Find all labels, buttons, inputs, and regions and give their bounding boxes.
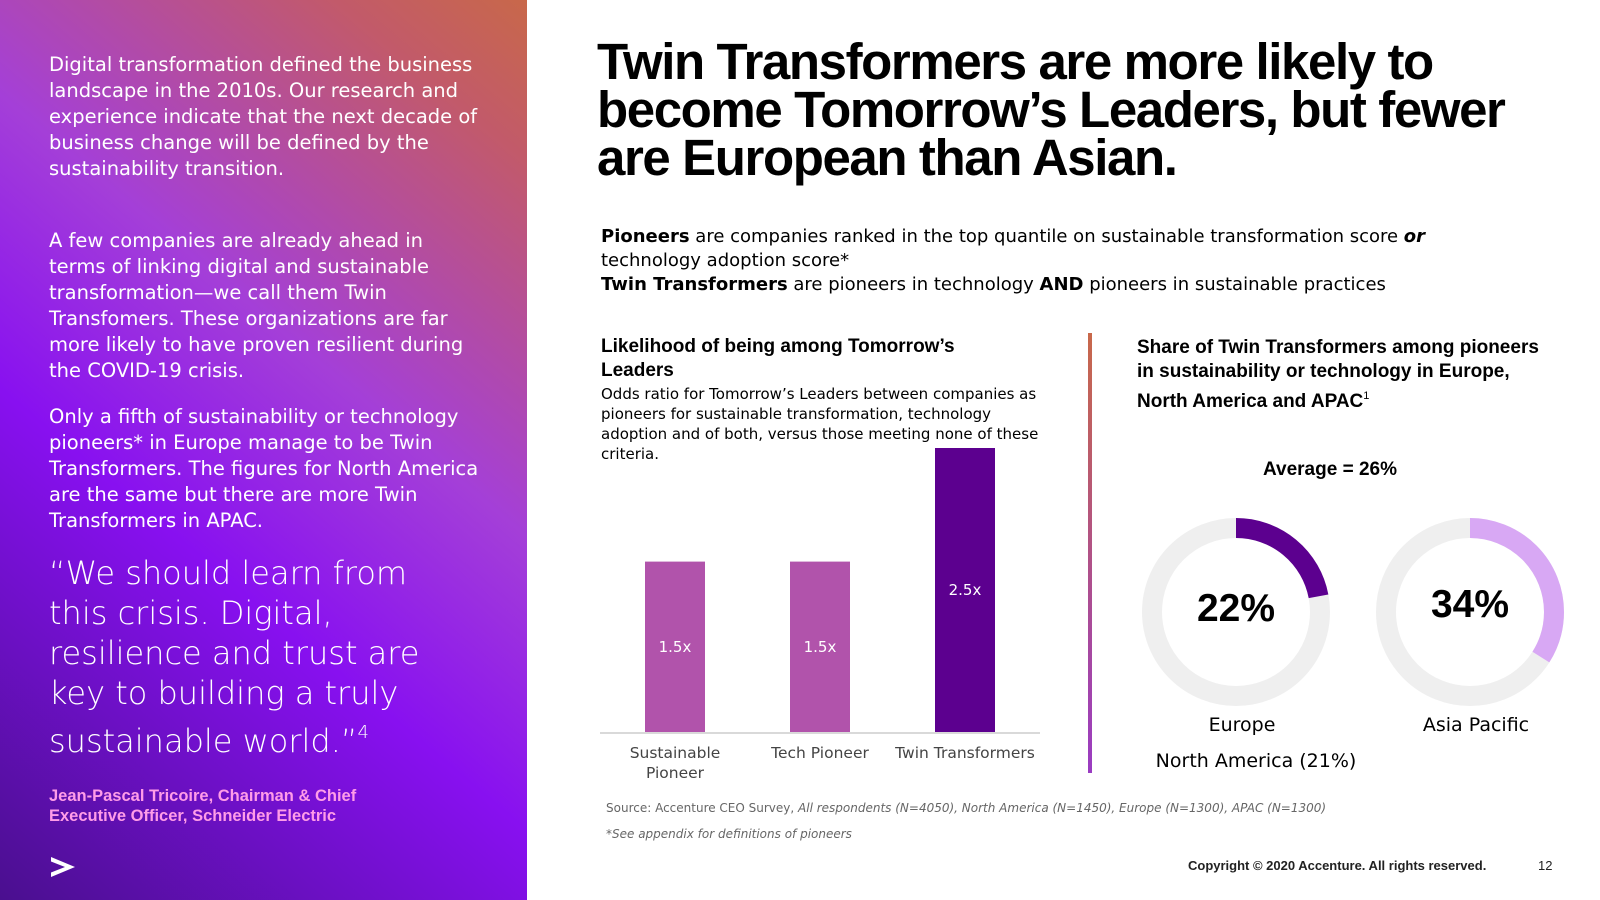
copyright: Copyright © 2020 Accenture. All rights r… <box>1188 858 1487 873</box>
intro-paragraph-1: Digital transformation defined the busin… <box>49 53 478 180</box>
bar-chart: 1.5x 1.5x 2.5x <box>600 448 1040 734</box>
donut-title-reference: 1 <box>1363 390 1370 402</box>
section-divider <box>1088 333 1092 773</box>
donut-segment-europe <box>1142 518 1330 706</box>
left-panel: Digital transformation defined the busin… <box>0 0 527 900</box>
accenture-chevron-icon <box>51 857 75 877</box>
pioneers-text-b: technology adoption score* <box>601 250 850 271</box>
average-label: Average = 26% <box>1263 459 1397 480</box>
definitions: Pioneers are companies ranked in the top… <box>601 225 1501 297</box>
pioneers-or: or <box>1403 226 1426 247</box>
quote-reference: 4 <box>357 722 369 743</box>
twin-and: AND <box>1039 274 1084 295</box>
bar-data-label-2: 2.5x <box>949 581 982 599</box>
bar-1 <box>790 561 850 732</box>
pull-quote: “We should learn from this crisis. Digit… <box>49 553 429 761</box>
page-number: 12 <box>1538 858 1553 873</box>
pull-quote-text: “We should learn from this crisis. Digit… <box>49 554 420 760</box>
twin-text-a: are pioneers in technology <box>787 274 1040 295</box>
twin-term: Twin Transformers <box>601 274 788 295</box>
bar-data-label-1: 1.5x <box>804 638 837 656</box>
bar-data-label-0: 1.5x <box>659 638 692 656</box>
donut-europe <box>1142 518 1330 706</box>
twin-text-b: pioneers in sustainable practices <box>1083 274 1386 295</box>
quote-author: Jean-Pascal Tricoire, Chairman & Chief E… <box>49 787 357 825</box>
donut-asia-pacific <box>1376 518 1564 706</box>
intro-paragraph-2: A few companies are already ahead in ter… <box>49 229 464 382</box>
donut-chart-title-text: Share of Twin Transformers among pioneer… <box>1137 337 1539 412</box>
source-prefix: Source: Accenture CEO Survey, <box>606 801 799 815</box>
source-note: Source: Accenture CEO Survey, All respon… <box>606 801 1566 815</box>
region-label-europe: Europe <box>1208 714 1276 736</box>
bar-x-label-1: Tech Pioneer <box>771 744 869 762</box>
twin-definition: Twin Transformers are pioneers in techno… <box>601 273 1501 297</box>
donut-chart-title: Share of Twin Transformers among pioneer… <box>1137 336 1557 414</box>
bar-2 <box>935 448 995 732</box>
pioneers-term: Pioneers <box>601 226 690 247</box>
page-title: Twin Transformers are more likely to bec… <box>597 33 1506 186</box>
donut-segment-asia-pacific <box>1376 518 1564 706</box>
pioneers-text-a: are companies ranked in the top quantile… <box>689 226 1404 247</box>
pioneers-definition: Pioneers are companies ranked in the top… <box>601 225 1501 273</box>
source-detail: All respondents (N=4050), North America … <box>798 801 1327 815</box>
region-label-asia-pacific: Asia Pacific <box>1422 714 1530 736</box>
bar-x-label-0: Sustainable Pioneer <box>629 744 721 782</box>
footnote: *See appendix for definitions of pioneer… <box>606 827 852 841</box>
bar-chart-title: Likelihood of being among Tomorrow’s Lea… <box>601 336 955 381</box>
donut-value-asia-pacific: 34% <box>1430 583 1510 626</box>
bar-0 <box>645 561 705 732</box>
intro-paragraph-3: Only a fifth of sustainability or techno… <box>49 405 479 532</box>
region-label-north-america: North America (21%) <box>1155 750 1357 772</box>
bar-x-label-2: Twin Transformers <box>895 744 1035 762</box>
donut-value-europe: 22% <box>1196 587 1276 630</box>
bar-chart-subtitle: Odds ratio for Tomorrow’s Leaders betwee… <box>601 385 1039 463</box>
